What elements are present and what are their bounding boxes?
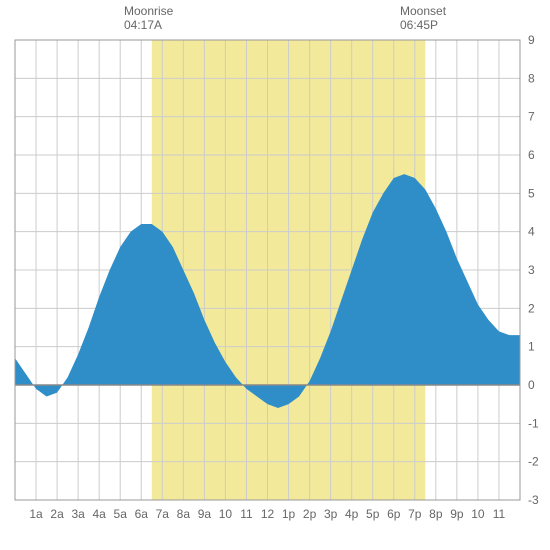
y-tick-label: 6: [528, 148, 535, 162]
y-tick-label: -2: [528, 455, 539, 469]
x-tick-label: 1p: [282, 507, 296, 521]
x-tick-label: 7p: [408, 507, 422, 521]
x-tick-label: 7a: [156, 507, 170, 521]
y-tick-label: 4: [528, 225, 535, 239]
x-tick-label: 6a: [135, 507, 149, 521]
y-tick-label: 5: [528, 186, 535, 200]
chart-svg: -3-2-101234567891a2a3a4a5a6a7a8a9a101112…: [0, 0, 550, 550]
x-tick-label: 6p: [387, 507, 401, 521]
x-tick-label: 12: [261, 507, 275, 521]
x-tick-label: 11: [240, 507, 253, 521]
x-tick-label: 10: [219, 507, 233, 521]
x-tick-label: 10: [471, 507, 485, 521]
y-tick-label: 8: [528, 71, 535, 85]
x-tick-label: 8p: [429, 507, 443, 521]
x-tick-label: 2a: [50, 507, 64, 521]
x-tick-label: 8a: [177, 507, 191, 521]
y-tick-label: 3: [528, 263, 535, 277]
x-tick-label: 9p: [450, 507, 464, 521]
y-tick-label: -1: [528, 416, 539, 430]
x-tick-label: 3a: [71, 507, 85, 521]
x-tick-label: 9a: [198, 507, 212, 521]
y-tick-label: 7: [528, 110, 535, 124]
x-tick-label: 11: [493, 507, 506, 521]
y-tick-label: 2: [528, 301, 535, 315]
y-tick-label: 1: [528, 340, 535, 354]
x-tick-label: 4a: [92, 507, 106, 521]
x-tick-label: 5p: [366, 507, 380, 521]
x-tick-label: 3p: [324, 507, 338, 521]
tide-chart: Moonrise 04:17A Moonset 06:45P -3-2-1012…: [0, 0, 550, 550]
x-tick-label: 1a: [29, 507, 43, 521]
y-tick-label: 9: [528, 33, 535, 47]
x-tick-label: 5a: [114, 507, 128, 521]
x-tick-label: 2p: [303, 507, 317, 521]
y-tick-label: 0: [528, 378, 535, 392]
y-tick-label: -3: [528, 493, 539, 507]
x-tick-label: 4p: [345, 507, 359, 521]
